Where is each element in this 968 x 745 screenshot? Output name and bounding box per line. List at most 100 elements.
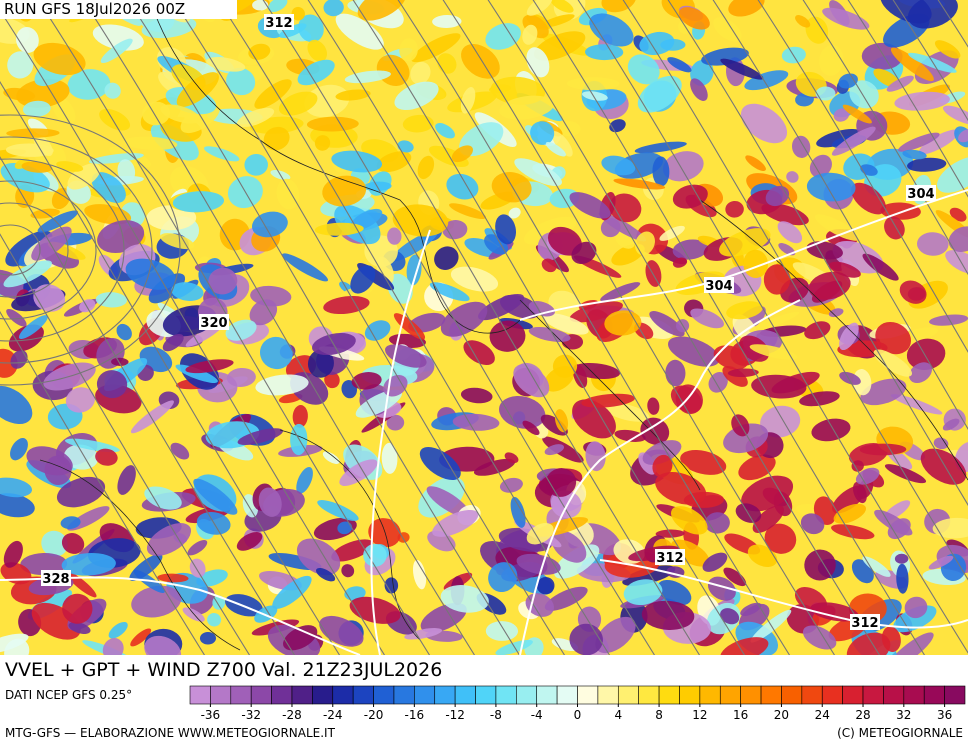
field-patch <box>406 254 422 286</box>
field-patch <box>117 465 136 495</box>
field-patch <box>182 607 205 622</box>
field-patch <box>929 314 968 326</box>
streamline <box>847 0 968 198</box>
field-patch <box>432 14 462 29</box>
field-patch <box>84 204 132 225</box>
field-patch <box>272 575 312 609</box>
field-patch <box>129 554 163 581</box>
colorbar-swatch <box>719 685 741 705</box>
field-patch <box>569 192 611 219</box>
streamline <box>577 0 968 654</box>
contour-label: 304 <box>907 187 934 202</box>
field-patch <box>335 89 371 101</box>
field-patch <box>571 241 597 265</box>
map-title: VVEL + GPT + WIND Z700 Val. 21Z23JUL2026 <box>5 659 442 681</box>
field-patch <box>485 621 519 641</box>
streamline <box>712 0 968 430</box>
map: 312 304 304 320 312 328 312 <box>0 0 968 655</box>
streamline <box>0 156 296 655</box>
field-patch <box>907 157 947 172</box>
field-patch <box>600 218 621 238</box>
field-patch <box>307 349 334 378</box>
field-patch <box>738 454 776 481</box>
field-patch <box>355 389 402 418</box>
field-patch <box>298 14 324 43</box>
field-patch <box>193 478 238 515</box>
field-patch <box>411 33 461 63</box>
streamline <box>0 114 181 386</box>
colorbar-tick-label: -28 <box>282 708 302 722</box>
field-patch <box>828 261 861 278</box>
colorbar-tick-label: 28 <box>855 708 870 722</box>
field-patch <box>67 163 101 190</box>
field-patch <box>701 47 749 66</box>
field-patch <box>31 226 72 261</box>
field-patch <box>916 232 949 256</box>
field-patch <box>657 579 692 606</box>
field-patch <box>258 487 282 517</box>
colorbar-tick-label: 4 <box>614 708 622 722</box>
field-patch <box>809 154 832 178</box>
label-bg <box>704 277 734 293</box>
colorbar-tick-label: -20 <box>364 708 384 722</box>
field-patch <box>751 374 807 399</box>
field-patch <box>898 132 940 152</box>
colorbar-tick-label: -16 <box>405 708 425 722</box>
field-patch <box>958 128 968 143</box>
streamline <box>37 0 431 655</box>
field-patch <box>392 204 449 237</box>
field-patch <box>440 585 489 613</box>
field-patch <box>720 608 740 625</box>
colorbar-tick-label: -4 <box>531 708 543 722</box>
colorbar-swatch <box>903 685 925 705</box>
field-patch <box>95 448 118 466</box>
field-patch <box>56 476 106 508</box>
field-patch <box>204 146 240 162</box>
field-patch <box>791 135 811 158</box>
field-patch <box>723 567 747 587</box>
field-patch <box>68 621 91 634</box>
field-patch <box>649 311 685 337</box>
contour-line <box>370 229 431 655</box>
colorbar-swatch <box>658 685 680 705</box>
field-patch <box>744 70 789 91</box>
colorbar-tick-label: 8 <box>655 708 663 722</box>
field-patch <box>63 444 99 470</box>
field-patch <box>582 91 608 101</box>
field-patch <box>726 301 763 320</box>
field-patch <box>902 149 927 160</box>
field-patch <box>815 86 836 101</box>
colorbar-swatch <box>923 685 945 705</box>
field-patch <box>450 266 499 292</box>
field-patch <box>508 207 521 219</box>
field-patch <box>449 203 487 219</box>
field-patch <box>853 369 872 396</box>
field-patch <box>881 626 901 652</box>
field-patch <box>541 258 557 273</box>
field-patch <box>932 517 968 539</box>
field-patch <box>364 320 391 341</box>
field-patch <box>95 292 127 308</box>
field-patch <box>522 24 538 45</box>
field-patch <box>386 414 405 431</box>
field-patch <box>351 372 382 390</box>
field-patch <box>933 437 949 450</box>
label-bg <box>850 614 880 630</box>
contour-label: 312 <box>656 551 683 566</box>
field-patch <box>463 340 495 366</box>
field-patch <box>0 493 35 518</box>
field-patch <box>934 40 961 59</box>
label-bg <box>199 314 229 330</box>
field-patch <box>499 477 523 493</box>
field-patch <box>323 0 344 17</box>
colorbar-swatch <box>291 685 313 705</box>
field-patch <box>795 15 811 28</box>
field-patch <box>831 126 876 156</box>
field-patch <box>104 82 121 99</box>
field-patch <box>130 628 152 647</box>
field-patch <box>30 208 60 219</box>
field-patch <box>131 585 182 618</box>
field-patch <box>875 321 912 355</box>
field-patch <box>123 136 178 151</box>
field-patch <box>842 104 872 124</box>
